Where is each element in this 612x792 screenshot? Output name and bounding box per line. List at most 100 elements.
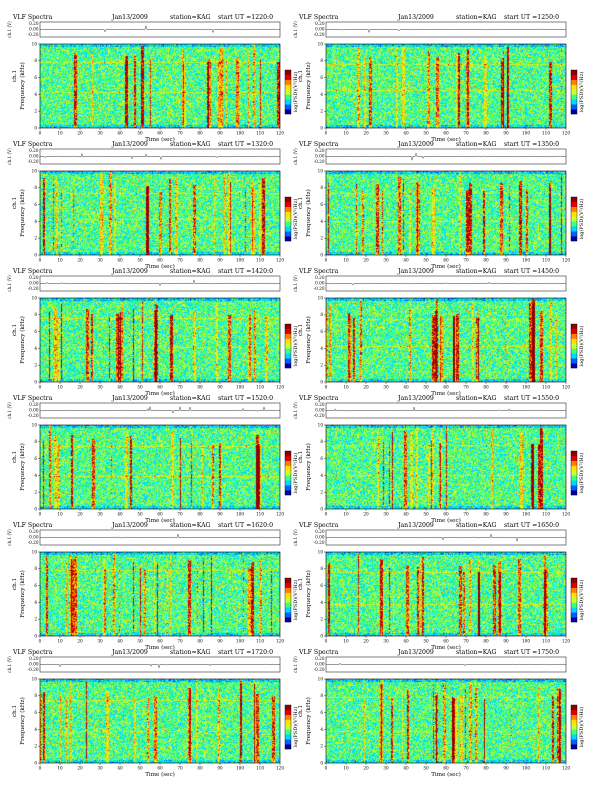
time-tick-label: 80 bbox=[197, 766, 203, 771]
waveform-ytick-label: 0.00 bbox=[29, 535, 39, 540]
colorbar-segment bbox=[285, 578, 291, 584]
time-tick-label: 30 bbox=[383, 512, 389, 517]
freq-tick-label: 8 bbox=[34, 566, 37, 571]
frequency-axis-label: Frequency (kHz) bbox=[19, 316, 26, 364]
colorbar-segment bbox=[571, 226, 577, 232]
time-tick-label: 80 bbox=[483, 639, 489, 644]
colorbar-label: log(PSD)(V²/Hz) bbox=[578, 72, 585, 113]
spectrogram-panel-8: VLF Spectra Jan13/2009 station=KAG start UT… bbox=[293, 395, 585, 524]
freq-tick-label: 6 bbox=[320, 710, 323, 715]
freq-tick-label: 2 bbox=[34, 236, 37, 241]
waveform-ytick-label: 0.20 bbox=[315, 21, 325, 26]
freq-tick-label: 0 bbox=[320, 506, 323, 511]
time-tick-label: 90 bbox=[217, 385, 223, 390]
spectrogram-image bbox=[326, 44, 566, 128]
colorbar-frame bbox=[284, 196, 292, 242]
time-tick-label: 50 bbox=[137, 385, 143, 390]
colorbar-segment bbox=[285, 455, 291, 461]
freq-tick-label: 6 bbox=[320, 583, 323, 588]
time-tick-label: 100 bbox=[236, 131, 244, 136]
waveform-ytick-label: 0.00 bbox=[29, 154, 39, 159]
colorbar-segment bbox=[571, 709, 577, 715]
waveform-trace bbox=[39, 279, 281, 287]
spectrogram-image bbox=[326, 298, 566, 382]
spectrogram-panel-10: VLF Spectra Jan13/2009 station=KAG start UT… bbox=[293, 522, 585, 651]
waveform-ylabel: ch.1 (V) bbox=[7, 21, 12, 38]
time-tick-label: 20 bbox=[77, 639, 83, 644]
spectrogram-image bbox=[326, 171, 566, 255]
colorbar-frame bbox=[570, 704, 578, 750]
panel-start-time: start UT =1250:0 bbox=[504, 14, 559, 21]
colorbar-segment bbox=[285, 79, 291, 85]
freq-tick-label: 10 bbox=[32, 422, 38, 427]
time-tick-label: 110 bbox=[256, 639, 264, 644]
panel-station: station=KAG bbox=[456, 14, 497, 21]
time-tick-label: 80 bbox=[483, 131, 489, 136]
panel-title: VLF Spectra bbox=[12, 14, 53, 21]
time-tick-label: 100 bbox=[522, 766, 530, 771]
time-tick-label: 90 bbox=[217, 639, 223, 644]
freq-tick-label: 2 bbox=[34, 109, 37, 114]
time-tick-label: 70 bbox=[177, 258, 183, 263]
time-tick-label: 50 bbox=[423, 385, 429, 390]
time-tick-label: 90 bbox=[503, 512, 509, 517]
freq-tick-label: 0 bbox=[34, 125, 37, 130]
freq-tick-label: 8 bbox=[320, 439, 323, 444]
colorbar-segment bbox=[285, 597, 291, 603]
time-tick-label: 30 bbox=[383, 131, 389, 136]
time-tick-label: 100 bbox=[522, 512, 530, 517]
frequency-axis-label: Frequency (kHz) bbox=[305, 443, 312, 491]
waveform-ylabel: ch.1 (V) bbox=[7, 148, 12, 165]
colorbar-segment bbox=[571, 480, 577, 486]
panel-title: VLF Spectra bbox=[298, 141, 339, 148]
freq-tick-label: 2 bbox=[320, 617, 323, 622]
panel-station: station=KAG bbox=[170, 268, 211, 275]
waveform-ytick-label: -0.20 bbox=[314, 413, 325, 418]
waveform-ylabel: ch.1 (V) bbox=[293, 21, 298, 38]
colorbar-segment bbox=[285, 719, 291, 725]
frequency-axis-label: Frequency (kHz) bbox=[305, 316, 312, 364]
waveform-ytick-label: 0.20 bbox=[315, 275, 325, 280]
time-tick-label: 110 bbox=[256, 385, 264, 390]
time-tick-label: 40 bbox=[403, 766, 409, 771]
panel-start-time: start UT =1620:0 bbox=[218, 522, 273, 529]
colorbar-segment bbox=[285, 221, 291, 227]
freq-tick-label: 4 bbox=[320, 473, 323, 478]
freq-tick-label: 8 bbox=[34, 58, 37, 63]
colorbar-segment bbox=[571, 333, 577, 339]
freq-tick-label: 10 bbox=[32, 676, 38, 681]
panel-title: VLF Spectra bbox=[298, 268, 339, 275]
colorbar-segment bbox=[571, 201, 577, 207]
freq-tick-label: 8 bbox=[34, 693, 37, 698]
colorbar-segment bbox=[571, 587, 577, 593]
colorbar-segment bbox=[571, 465, 577, 471]
colorbar-segment bbox=[285, 201, 291, 207]
waveform-trace bbox=[39, 663, 281, 669]
colorbar-segment bbox=[285, 358, 291, 364]
time-tick-label: 80 bbox=[197, 512, 203, 517]
colorbar-segment bbox=[285, 705, 291, 711]
colorbar-segment bbox=[285, 89, 291, 95]
colorbar-segment bbox=[571, 231, 577, 237]
colorbar-segment bbox=[571, 74, 577, 80]
colorbar-label: log(PSD)(V²/Hz) bbox=[292, 72, 299, 113]
freq-tick-label: 8 bbox=[320, 312, 323, 317]
panel-title: VLF Spectra bbox=[12, 141, 53, 148]
time-tick-label: 90 bbox=[503, 639, 509, 644]
time-tick-label: 40 bbox=[117, 639, 123, 644]
time-tick-label: 60 bbox=[157, 766, 163, 771]
colorbar-segment bbox=[285, 582, 291, 588]
colorbar-segment bbox=[285, 328, 291, 334]
waveform-ytick-label: -0.20 bbox=[28, 286, 39, 291]
colorbar-segment bbox=[571, 197, 577, 203]
time-tick-label: 120 bbox=[562, 131, 570, 136]
waveform-trace bbox=[39, 152, 281, 161]
time-tick-label: 20 bbox=[77, 131, 83, 136]
colorbar-segment bbox=[285, 333, 291, 339]
time-tick-label: 0 bbox=[325, 258, 328, 263]
time-tick-label: 120 bbox=[562, 766, 570, 771]
waveform-ytick-label: 0.00 bbox=[315, 662, 325, 667]
spectrogram-image bbox=[326, 425, 566, 509]
freq-tick-label: 4 bbox=[320, 346, 323, 351]
